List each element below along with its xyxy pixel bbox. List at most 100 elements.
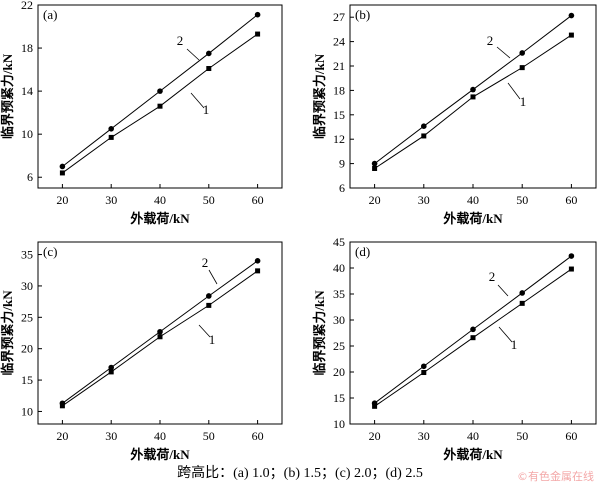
x-tick-label: 50: [516, 193, 528, 207]
y-tick-label: 10: [21, 127, 33, 141]
x-tick-label: 30: [418, 429, 430, 443]
data-point-circle: [421, 363, 427, 370]
series-label-1: 1: [209, 332, 216, 347]
y-tick-label: 10: [333, 417, 345, 431]
series-leader-line: [497, 284, 509, 297]
data-point-circle: [157, 88, 163, 94]
series-label-1: 1: [203, 102, 210, 117]
data-point-square: [519, 65, 525, 71]
x-tick-label: 20: [369, 429, 381, 443]
y-axis-label: 临界预紧力/kN: [0, 290, 15, 376]
watermark: ©有色金属在线: [517, 470, 594, 483]
series-label-1: 1: [511, 337, 518, 352]
chart-panel-b: (b)20 30 40 50 6069121518212427外载荷/kN临界预紧力/k…: [312, 4, 597, 226]
x-tick-label: 60: [252, 193, 264, 207]
y-tick-label: 25: [21, 310, 33, 324]
series-label-1: 1: [520, 94, 527, 109]
y-tick-label: 21: [333, 59, 345, 73]
series-leader-line: [186, 48, 200, 61]
data-point-circle: [108, 125, 114, 132]
y-axis-label: 临界预紧力/kN: [312, 290, 327, 376]
y-tick-label: 20: [21, 342, 33, 356]
data-point-square: [568, 266, 574, 272]
y-tick-label: 9: [339, 157, 345, 171]
x-axis-label: 外载荷/kN: [442, 211, 503, 226]
x-tick-label: 40: [467, 193, 479, 207]
data-point-square: [421, 370, 427, 376]
x-tick-label: 60: [565, 429, 577, 443]
data-point-circle: [470, 86, 476, 93]
series-line-1: [374, 34, 572, 169]
x-tick-label: 20: [56, 429, 68, 443]
x-tick-label: 40: [154, 193, 166, 207]
x-tick-label: 30: [418, 193, 430, 207]
series-leader-line: [198, 324, 211, 338]
data-point-circle: [568, 12, 575, 19]
chart-panel-d: (d) 20 30 40 50 60 10 15 20 25 30 35 40 45 外载荷/kN 临界预紧力…: [312, 235, 597, 462]
data-point-circle: [470, 326, 476, 333]
y-tick-label: 20: [333, 365, 345, 379]
x-tick-label: 60: [252, 429, 264, 443]
x-tick-label: 40: [467, 429, 479, 443]
data-point-circle: [108, 364, 114, 371]
series-label-2: 2: [489, 269, 496, 284]
data-point-circle: [421, 123, 427, 129]
series-label-2: 2: [202, 255, 209, 270]
panel-label: (d): [355, 244, 370, 259]
chart-panel-c: (c) 20 30 40 50 60 10 15 20 25 30 35 外载荷/kN 临界预紧力/kN 1…: [0, 241, 283, 462]
data-point-circle: [254, 258, 261, 264]
series-leader-line: [496, 46, 511, 59]
figure-caption: 跨高比：(a) 1.0；(b) 1.5；(c) 2.0；(d) 2.5: [177, 466, 423, 481]
data-point-circle: [254, 11, 261, 18]
x-tick-label: 50: [203, 429, 215, 443]
data-point-square: [372, 165, 378, 171]
data-point-square: [519, 300, 525, 306]
series-label-2: 2: [177, 33, 184, 48]
y-tick-label: 10: [21, 404, 33, 418]
series-leader-line: [190, 92, 205, 109]
x-tick-label: 50: [203, 193, 215, 207]
x-tick-label: 30: [105, 429, 117, 443]
y-tick-label: 30: [333, 313, 345, 327]
x-tick-label: 60: [565, 193, 577, 207]
data-point-square: [157, 334, 163, 340]
x-axis-label: 外载荷/kN: [129, 447, 190, 462]
chart-panel-a: (a) 20 30 40 50 60 6 10 14 18 22 外载荷/kN 临界预紧力/kN 1 2: [0, 0, 283, 226]
data-point-square: [255, 268, 261, 274]
series-leader-line: [507, 82, 521, 100]
y-tick-label: 15: [333, 108, 345, 122]
x-tick-label: 30: [105, 193, 117, 207]
x-axis-label: 外载荷/kN: [129, 211, 190, 226]
panel-label: (b): [355, 7, 370, 22]
data-point-square: [108, 134, 114, 140]
data-point-square: [206, 302, 212, 308]
y-tick-label: 40: [333, 261, 345, 275]
data-point-circle: [157, 328, 163, 335]
y-axis-label: 临界预紧力/kN: [312, 53, 327, 139]
data-point-circle: [519, 290, 525, 296]
data-point-circle: [206, 293, 212, 299]
data-point-square: [255, 31, 261, 37]
x-tick-label: 20: [369, 193, 381, 207]
plot-frame: [349, 241, 597, 425]
data-point-circle: [206, 50, 212, 57]
data-point-circle: [371, 400, 378, 407]
y-tick-label: 22: [21, 0, 33, 12]
data-point-square: [372, 403, 378, 409]
data-point-circle: [59, 163, 66, 170]
series-leader-line: [208, 269, 218, 285]
panel-label: (c): [43, 244, 57, 259]
x-tick-label: 40: [154, 429, 166, 443]
y-tick-label: 45: [333, 235, 345, 249]
data-point-square: [157, 103, 163, 109]
y-tick-label: 30: [21, 279, 33, 293]
plot-frame: [37, 4, 283, 189]
x-axis-label: 外载荷/kN: [442, 447, 503, 462]
series-line-1: [62, 33, 258, 174]
data-point-square: [470, 94, 476, 100]
y-tick-label: 12: [333, 132, 345, 146]
y-tick-label: 24: [333, 35, 345, 49]
y-tick-label: 35: [333, 287, 345, 301]
series-label-2: 2: [487, 33, 494, 48]
